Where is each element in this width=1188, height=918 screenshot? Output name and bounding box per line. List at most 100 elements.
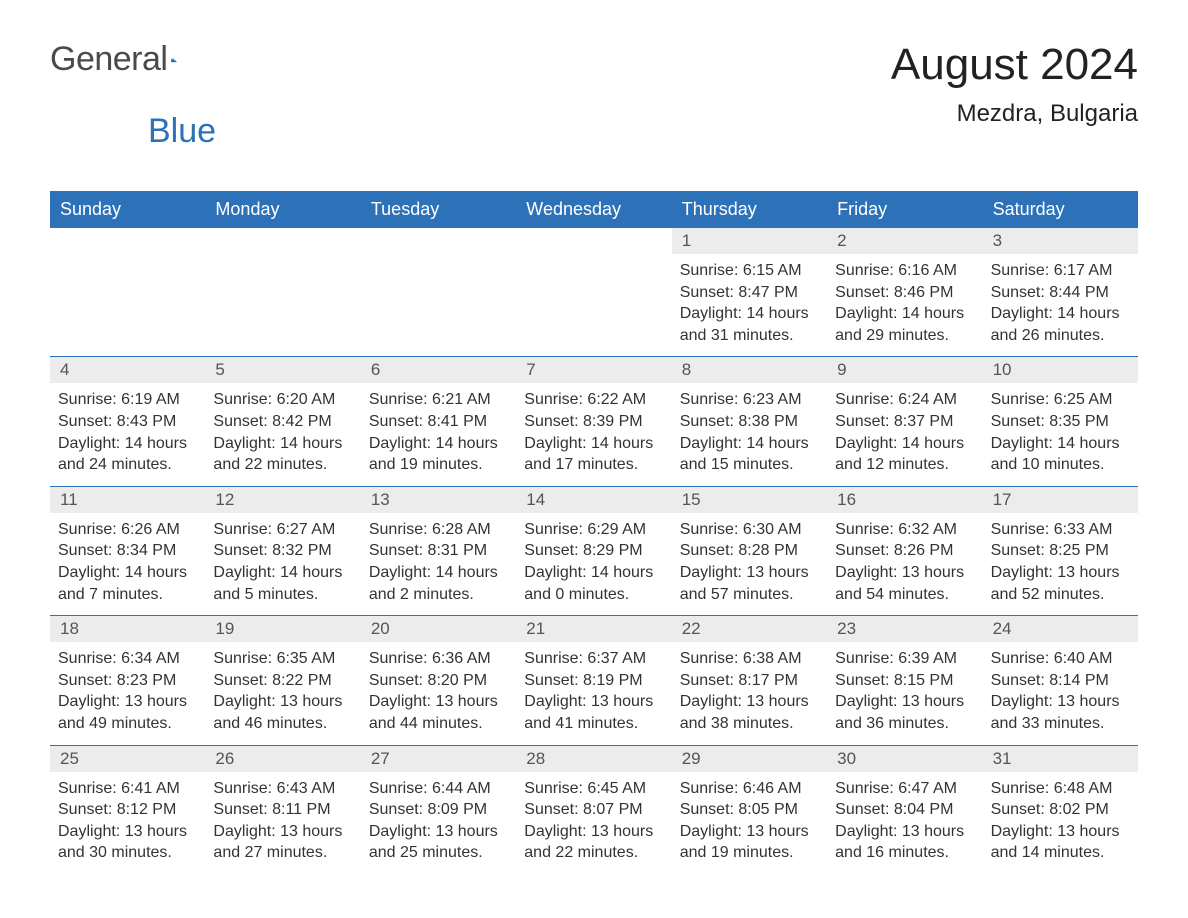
calendar-day: 20Sunrise: 6:36 AMSunset: 8:20 PMDayligh… [361,616,516,744]
day-details: Sunrise: 6:26 AMSunset: 8:34 PMDaylight:… [50,513,205,615]
sunset-line: Sunset: 8:19 PM [524,670,663,692]
daylight-line: Daylight: 13 hours and 46 minutes. [213,691,352,734]
daylight-line: Daylight: 14 hours and 22 minutes. [213,433,352,476]
calendar-day: 21Sunrise: 6:37 AMSunset: 8:19 PMDayligh… [516,616,671,744]
calendar-week: 4Sunrise: 6:19 AMSunset: 8:43 PMDaylight… [50,356,1138,485]
calendar-day: 7Sunrise: 6:22 AMSunset: 8:39 PMDaylight… [516,357,671,485]
calendar-day: 24Sunrise: 6:40 AMSunset: 8:14 PMDayligh… [983,616,1138,744]
day-details: Sunrise: 6:45 AMSunset: 8:07 PMDaylight:… [516,772,671,874]
day-number: 2 [827,228,982,254]
day-number: 31 [983,746,1138,772]
day-details: Sunrise: 6:44 AMSunset: 8:09 PMDaylight:… [361,772,516,874]
day-details: Sunrise: 6:25 AMSunset: 8:35 PMDaylight:… [983,383,1138,485]
sunset-line: Sunset: 8:32 PM [213,540,352,562]
day-number: 21 [516,616,671,642]
day-details: Sunrise: 6:20 AMSunset: 8:42 PMDaylight:… [205,383,360,485]
day-number: 27 [361,746,516,772]
daylight-line: Daylight: 13 hours and 38 minutes. [680,691,819,734]
sunrise-line: Sunrise: 6:48 AM [991,778,1130,800]
day-details: Sunrise: 6:15 AMSunset: 8:47 PMDaylight:… [672,254,827,356]
sunrise-line: Sunrise: 6:21 AM [369,389,508,411]
sunrise-line: Sunrise: 6:27 AM [213,519,352,541]
day-details: Sunrise: 6:28 AMSunset: 8:31 PMDaylight:… [361,513,516,615]
calendar-day: 10Sunrise: 6:25 AMSunset: 8:35 PMDayligh… [983,357,1138,485]
daylight-line: Daylight: 13 hours and 41 minutes. [524,691,663,734]
sunset-line: Sunset: 8:47 PM [680,282,819,304]
day-details: Sunrise: 6:47 AMSunset: 8:04 PMDaylight:… [827,772,982,874]
daylight-line: Daylight: 14 hours and 2 minutes. [369,562,508,605]
day-details: Sunrise: 6:34 AMSunset: 8:23 PMDaylight:… [50,642,205,744]
day-details: Sunrise: 6:27 AMSunset: 8:32 PMDaylight:… [205,513,360,615]
day-number: 25 [50,746,205,772]
month-title: August 2024 [891,40,1138,90]
sunset-line: Sunset: 8:04 PM [835,799,974,821]
calendar-day: 14Sunrise: 6:29 AMSunset: 8:29 PMDayligh… [516,487,671,615]
calendar-day: 17Sunrise: 6:33 AMSunset: 8:25 PMDayligh… [983,487,1138,615]
daylight-line: Daylight: 13 hours and 49 minutes. [58,691,197,734]
sunset-line: Sunset: 8:34 PM [58,540,197,562]
sunrise-line: Sunrise: 6:28 AM [369,519,508,541]
calendar-day: 12Sunrise: 6:27 AMSunset: 8:32 PMDayligh… [205,487,360,615]
sunset-line: Sunset: 8:43 PM [58,411,197,433]
day-details: Sunrise: 6:40 AMSunset: 8:14 PMDaylight:… [983,642,1138,744]
sunset-line: Sunset: 8:02 PM [991,799,1130,821]
calendar-week: 11Sunrise: 6:26 AMSunset: 8:34 PMDayligh… [50,486,1138,615]
calendar-day: 2Sunrise: 6:16 AMSunset: 8:46 PMDaylight… [827,228,982,356]
sunset-line: Sunset: 8:44 PM [991,282,1130,304]
day-number: 17 [983,487,1138,513]
sunrise-line: Sunrise: 6:47 AM [835,778,974,800]
calendar-header-wednesday: Wednesday [516,191,671,228]
sunset-line: Sunset: 8:20 PM [369,670,508,692]
calendar-day-empty: .. [361,228,516,356]
day-number: 3 [983,228,1138,254]
calendar-header-sunday: Sunday [50,191,205,228]
daylight-line: Daylight: 13 hours and 57 minutes. [680,562,819,605]
day-number: 23 [827,616,982,642]
sunrise-line: Sunrise: 6:45 AM [524,778,663,800]
calendar-day: 11Sunrise: 6:26 AMSunset: 8:34 PMDayligh… [50,487,205,615]
sunrise-line: Sunrise: 6:35 AM [213,648,352,670]
day-details: Sunrise: 6:30 AMSunset: 8:28 PMDaylight:… [672,513,827,615]
day-number: 1 [672,228,827,254]
sunrise-line: Sunrise: 6:23 AM [680,389,819,411]
logo-flag-icon [171,48,177,72]
day-details: Sunrise: 6:39 AMSunset: 8:15 PMDaylight:… [827,642,982,744]
daylight-line: Daylight: 13 hours and 27 minutes. [213,821,352,864]
calendar-day-empty: .. [50,228,205,356]
sunrise-line: Sunrise: 6:36 AM [369,648,508,670]
day-details: Sunrise: 6:29 AMSunset: 8:29 PMDaylight:… [516,513,671,615]
daylight-line: Daylight: 13 hours and 19 minutes. [680,821,819,864]
sunset-line: Sunset: 8:14 PM [991,670,1130,692]
sunset-line: Sunset: 8:15 PM [835,670,974,692]
sunrise-line: Sunrise: 6:46 AM [680,778,819,800]
calendar-day: 31Sunrise: 6:48 AMSunset: 8:02 PMDayligh… [983,746,1138,874]
calendar-header-friday: Friday [827,191,982,228]
sunset-line: Sunset: 8:26 PM [835,540,974,562]
sunrise-line: Sunrise: 6:26 AM [58,519,197,541]
daylight-line: Daylight: 13 hours and 33 minutes. [991,691,1130,734]
sunset-line: Sunset: 8:31 PM [369,540,508,562]
sunrise-line: Sunrise: 6:39 AM [835,648,974,670]
daylight-line: Daylight: 14 hours and 29 minutes. [835,303,974,346]
calendar-day: 29Sunrise: 6:46 AMSunset: 8:05 PMDayligh… [672,746,827,874]
day-details: Sunrise: 6:16 AMSunset: 8:46 PMDaylight:… [827,254,982,356]
sunrise-line: Sunrise: 6:33 AM [991,519,1130,541]
sunrise-line: Sunrise: 6:34 AM [58,648,197,670]
day-details: Sunrise: 6:41 AMSunset: 8:12 PMDaylight:… [50,772,205,874]
calendar-day: 15Sunrise: 6:30 AMSunset: 8:28 PMDayligh… [672,487,827,615]
sunrise-line: Sunrise: 6:40 AM [991,648,1130,670]
day-number: 6 [361,357,516,383]
calendar-day: 5Sunrise: 6:20 AMSunset: 8:42 PMDaylight… [205,357,360,485]
sunset-line: Sunset: 8:42 PM [213,411,352,433]
calendar-day: 16Sunrise: 6:32 AMSunset: 8:26 PMDayligh… [827,487,982,615]
sunrise-line: Sunrise: 6:17 AM [991,260,1130,282]
calendar-day: 6Sunrise: 6:21 AMSunset: 8:41 PMDaylight… [361,357,516,485]
sunrise-line: Sunrise: 6:25 AM [991,389,1130,411]
day-number: 10 [983,357,1138,383]
calendar-day: 19Sunrise: 6:35 AMSunset: 8:22 PMDayligh… [205,616,360,744]
calendar-day: 25Sunrise: 6:41 AMSunset: 8:12 PMDayligh… [50,746,205,874]
logo: General [50,40,205,79]
day-number: 20 [361,616,516,642]
daylight-line: Daylight: 13 hours and 16 minutes. [835,821,974,864]
daylight-line: Daylight: 13 hours and 30 minutes. [58,821,197,864]
